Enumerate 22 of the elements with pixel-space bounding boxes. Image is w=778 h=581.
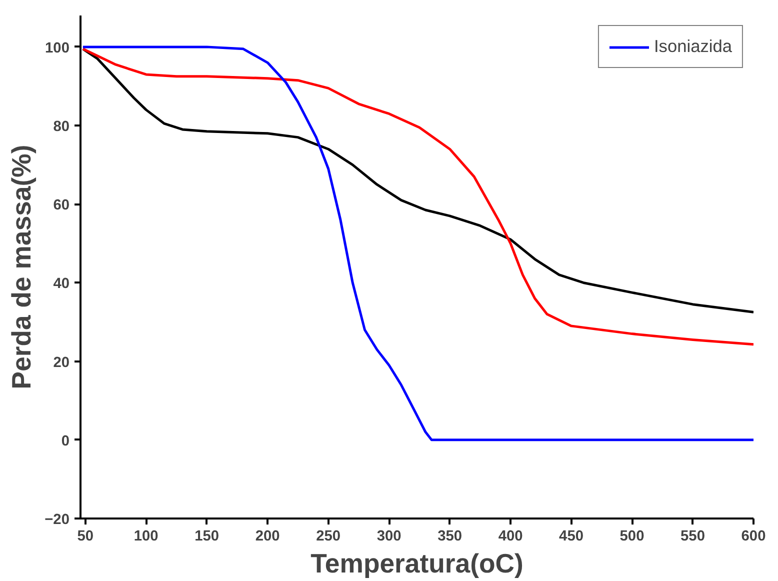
y-tick-label: 0 [61,433,70,450]
y-axis-title: Perda de massa(%) [6,144,37,390]
x-tick-label: 450 [559,528,584,544]
x-tick-label: 100 [134,528,158,544]
x-tick-label: 150 [194,528,220,544]
x-tick-label: 400 [498,528,523,544]
legend-label: Isoniazida [654,36,732,57]
y-tick-label: 40 [53,276,70,292]
x-tick-label: 50 [77,528,94,544]
y-tick-label: 100 [45,40,70,56]
x-tick-label: 300 [376,528,402,544]
y-tick-label: 80 [53,119,70,136]
x-tick-label: 350 [438,528,462,544]
y-tick-label: −20 [44,512,70,528]
x-tick-label: 500 [620,528,644,544]
x-tick-label: 550 [680,528,705,544]
x-axis-title: Temperatura(oC) [310,548,524,578]
x-tick-label: 250 [316,528,341,544]
x-tick-label: 600 [741,528,766,544]
x-tick-label: 200 [255,528,280,544]
y-tick-label: 20 [53,354,70,371]
y-tick-label: 60 [53,198,70,214]
